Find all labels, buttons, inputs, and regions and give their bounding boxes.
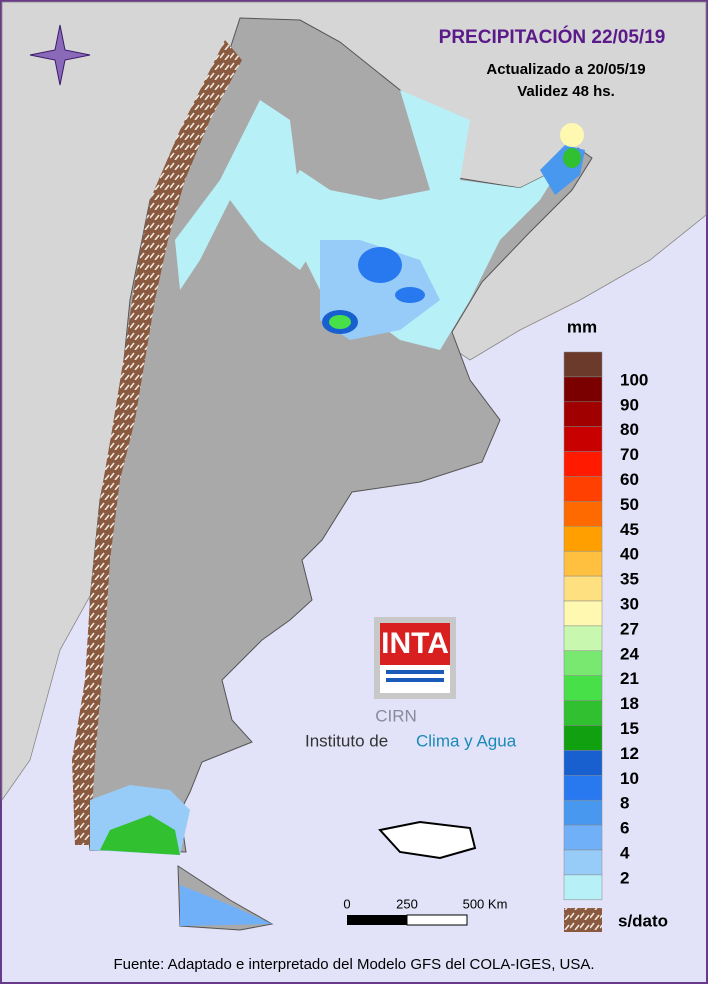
logo-institute: Instituto de [305, 731, 388, 750]
precipitation [90, 90, 585, 926]
legend-label: 18 [620, 694, 639, 713]
legend-unit: mm [567, 317, 597, 336]
legend-label: 15 [620, 719, 639, 738]
legend-label: 35 [620, 570, 639, 589]
legend-swatch [563, 650, 603, 676]
logo-unit: CIRN [375, 706, 417, 725]
legend-label: 21 [620, 669, 639, 688]
legend-label: 50 [620, 495, 639, 514]
no-data-area [72, 40, 242, 845]
legend-swatch [563, 351, 603, 378]
legend-swatch [563, 625, 603, 652]
logo-brand: INTA [381, 627, 449, 660]
legend-swatch [563, 700, 603, 726]
no-data-label: s/dato [618, 911, 668, 930]
legend-label: 70 [620, 445, 639, 464]
legend-swatch [563, 849, 603, 876]
legend-swatch [563, 476, 603, 502]
legend-swatch [563, 750, 603, 776]
islands [378, 820, 477, 860]
legend-label: 12 [620, 744, 639, 763]
legend-label: 10 [620, 769, 639, 788]
legend-label: 27 [620, 619, 639, 638]
legend-swatch [563, 426, 603, 452]
legend-swatch [563, 874, 603, 901]
title: PRECIPITACIÓN 22/05/19 [439, 26, 666, 48]
logo: INTA CIRN Instituto de Clima y Agua [305, 617, 517, 750]
legend-swatch [563, 550, 603, 577]
legend-label: 8 [620, 794, 629, 813]
legend-swatch [563, 401, 603, 427]
footer: Fuente: Adaptado e interpretado del Mode… [113, 956, 594, 973]
legend-label: 60 [620, 470, 639, 489]
legend-swatch [563, 675, 603, 701]
scale-label: 500 Km [463, 896, 508, 911]
legend-label: 45 [620, 520, 639, 539]
legend-swatch [563, 501, 603, 527]
legend-swatch [563, 526, 603, 552]
legend-swatch [563, 451, 603, 477]
legend-swatch [563, 824, 603, 851]
legend-swatch [563, 775, 603, 801]
scale-label: 0 [343, 896, 350, 911]
no-data-swatch [564, 908, 602, 932]
legend-label: 100 [620, 370, 648, 389]
legend-label: 90 [620, 395, 639, 414]
legend-swatch [563, 376, 603, 403]
legend-label: 6 [620, 819, 629, 838]
compass [29, 24, 91, 86]
legend-swatch [563, 600, 603, 627]
validity: Validez 48 hs. [517, 83, 615, 100]
legend-label: 4 [620, 843, 630, 862]
legend-swatch [563, 725, 603, 751]
updated: Actualizado a 20/05/19 [486, 61, 645, 78]
legend-label: 2 [620, 868, 629, 887]
scale-label: 250 [396, 896, 418, 911]
logo-institute-name: Clima y Agua [416, 731, 517, 750]
legend: mm s/dato 100908070605045403530272421181… [563, 317, 668, 932]
legend-swatch [563, 575, 603, 602]
legend-label: 30 [620, 594, 639, 613]
legend-label: 40 [620, 545, 639, 564]
legend-label: 80 [620, 420, 639, 439]
legend-swatch [563, 799, 603, 826]
legend-label: 24 [620, 644, 639, 663]
scale-bar: 0 250 500 Km [343, 896, 508, 926]
